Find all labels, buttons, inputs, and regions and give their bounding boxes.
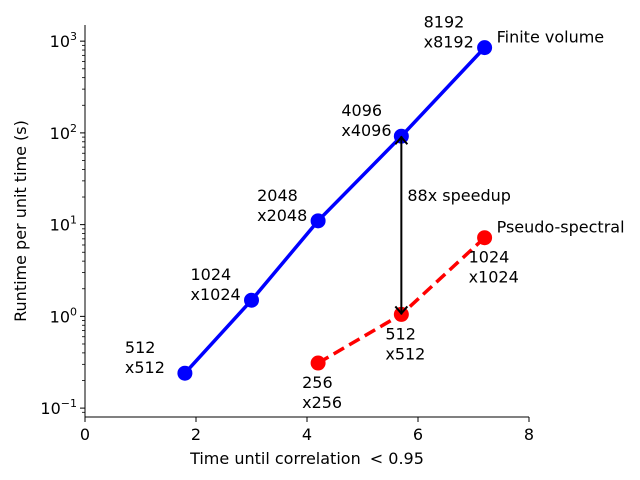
point-label-line: 256 — [302, 373, 333, 392]
y-axis-label: Runtime per unit time (s) — [11, 120, 30, 322]
point-label-line: 512 — [125, 338, 156, 357]
point-label: 8192 x8192 — [424, 13, 474, 52]
y-tick-base: 10 — [50, 307, 70, 326]
point-label-line: x4096 — [341, 121, 391, 140]
x-tick-label: 2 — [191, 425, 201, 444]
y-tick-label: 102 — [50, 122, 77, 143]
speedup-arrow-head-bottom — [394, 305, 409, 315]
x-axis-label: Time until correlation < 0.95 — [189, 449, 424, 468]
data-point — [177, 365, 193, 381]
point-label-line: x8192 — [424, 33, 474, 52]
point-label-line: 1024 — [469, 248, 510, 267]
y-tick-base: 10 — [50, 124, 70, 143]
y-tick-exponent: 3 — [70, 30, 77, 43]
series-name-label: Pseudo-spectral — [497, 218, 625, 237]
point-label-line: 2048 — [257, 186, 298, 205]
point-label-line: 1024 — [191, 265, 232, 284]
point-label-line: x1024 — [191, 285, 241, 304]
point-label: 2048 x2048 — [257, 186, 307, 225]
point-label: 1024 x1024 — [469, 248, 519, 287]
point-label-line: x2048 — [257, 206, 307, 225]
y-tick-exponent: −1 — [61, 397, 77, 410]
annotation-layer: 88x speedup — [394, 135, 511, 315]
point-label-line: x256 — [302, 393, 342, 412]
x-tick-label: 0 — [80, 425, 90, 444]
y-tick-exponent: 2 — [70, 122, 77, 135]
x-tick-label: 6 — [413, 425, 423, 444]
point-label: 4096 x4096 — [341, 101, 391, 140]
point-label-line: x512 — [385, 344, 425, 363]
data-point — [477, 40, 493, 56]
y-tick-label: 101 — [50, 214, 77, 235]
y-tick-label: 100 — [50, 305, 77, 326]
point-label-line: 8192 — [424, 13, 465, 32]
data-point — [310, 213, 326, 229]
x-tick-label: 4 — [302, 425, 312, 444]
series-name-label: Finite volume — [497, 28, 605, 47]
point-label: 512 x512 — [125, 338, 165, 377]
series-layer — [177, 40, 493, 381]
speedup-annotation-label: 88x speedup — [407, 186, 511, 205]
point-label: 256 x256 — [302, 373, 342, 412]
point-label-line: x512 — [125, 358, 165, 377]
x-tick-label: 8 — [524, 425, 534, 444]
y-tick-base: 10 — [40, 399, 60, 418]
point-label: 512 x512 — [385, 324, 425, 363]
y-tick-exponent: 0 — [70, 305, 77, 318]
data-point — [310, 355, 326, 371]
y-tick-label: 103 — [50, 30, 77, 51]
series-line — [183, 46, 486, 375]
y-tick-exponent: 1 — [70, 214, 77, 227]
data-point — [477, 230, 493, 246]
y-tick-base: 10 — [50, 216, 70, 235]
y-tick-label: 10−1 — [40, 397, 77, 418]
point-label-line: 4096 — [341, 101, 382, 120]
point-label-line: 512 — [385, 324, 416, 343]
y-tick-base: 10 — [50, 32, 70, 51]
point-label-line: x1024 — [469, 268, 519, 287]
data-point — [244, 292, 259, 308]
point-label: 1024 x1024 — [191, 265, 241, 304]
speedup-arrow-head-top — [394, 135, 409, 145]
